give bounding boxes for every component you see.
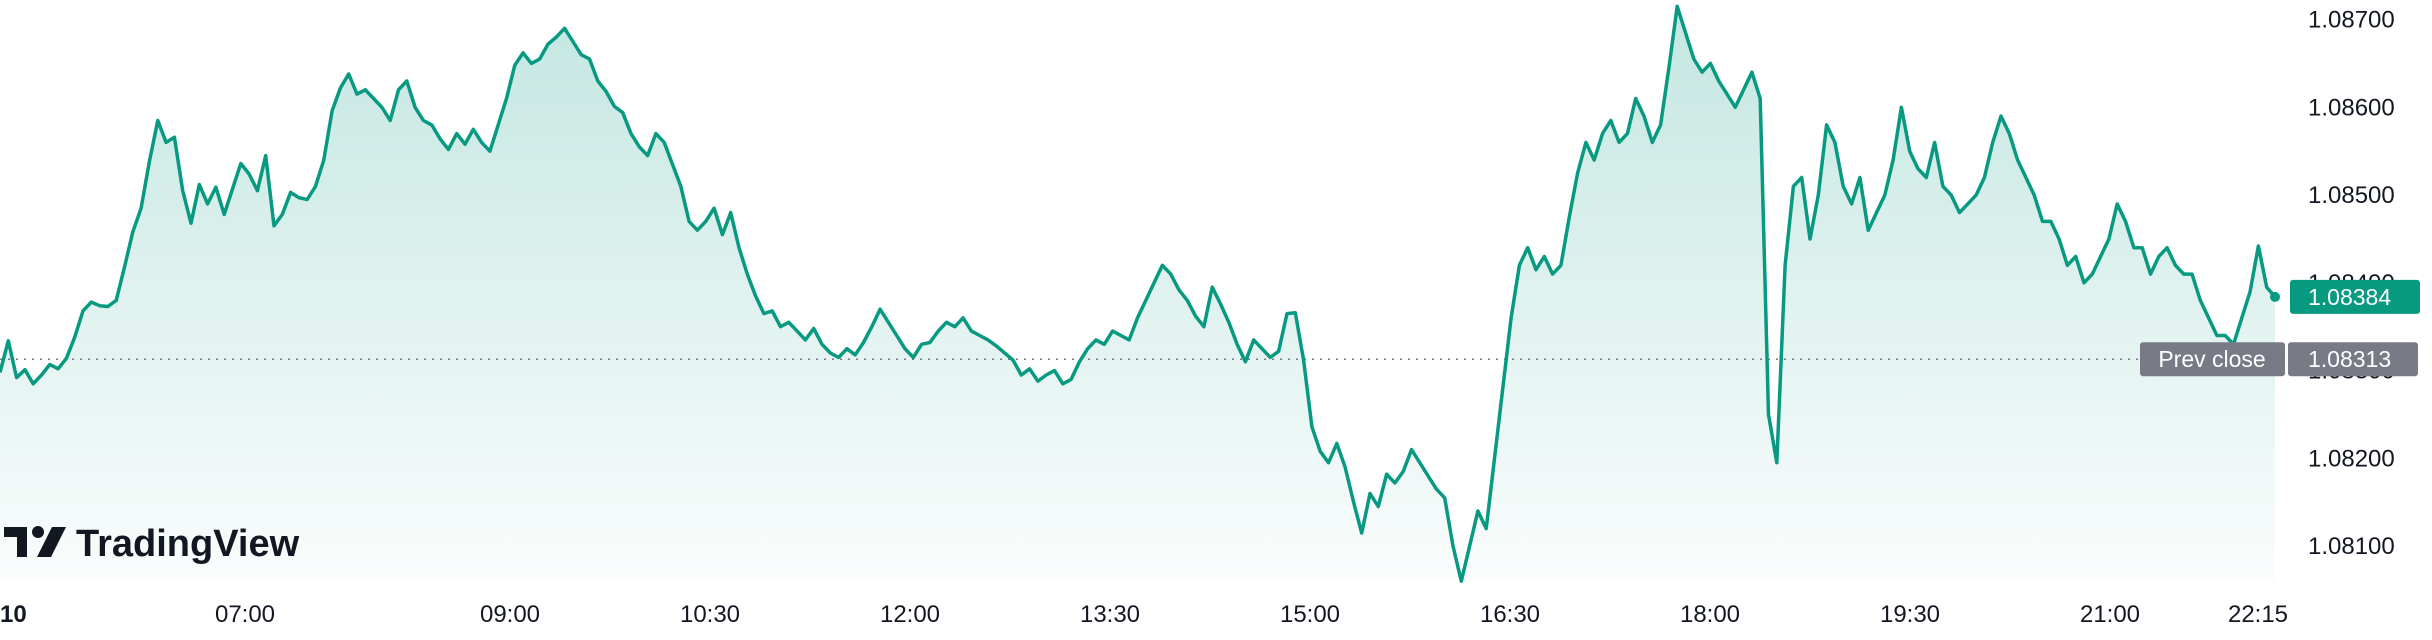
y-tick-label: 1.08200 (2308, 445, 2395, 472)
x-tick-label: 12:00 (880, 601, 940, 628)
y-tick-label: 1.08500 (2308, 182, 2395, 209)
x-tick-label: 21:00 (2080, 601, 2140, 628)
x-tick-label: 19:30 (1880, 601, 1940, 628)
x-tick-label: 10 (0, 601, 27, 628)
price-line (0, 4, 2277, 583)
last-price-value: 1.08384 (2308, 284, 2391, 310)
prev-close-value: 1.08313 (2308, 346, 2391, 372)
prev-close-badge: Prev close 1.08313 (2140, 342, 2418, 377)
last-price-point (2270, 291, 2280, 302)
x-tick-label: 22:15 (2228, 601, 2288, 628)
x-tick-label: 13:30 (1080, 601, 1140, 628)
y-tick-label: 1.08100 (2308, 533, 2395, 560)
y-tick-label: 1.08700 (2308, 7, 2395, 34)
x-tick-label: 15:00 (1280, 601, 1340, 628)
prev-close-label-bg (2140, 342, 2285, 377)
x-tick-label: 09:00 (480, 601, 540, 628)
x-tick-label: 10:30 (680, 601, 740, 628)
tradingview-logo[interactable]: TradingView (4, 523, 300, 565)
prev-close-value-bg (2288, 342, 2418, 377)
brand-name: TradingView (76, 523, 300, 565)
x-tick-label: 16:30 (1480, 601, 1540, 628)
last-price-badge: 1.08384 (2290, 279, 2420, 314)
last-price-bg (2290, 279, 2420, 314)
y-tick-label: 1.08600 (2308, 94, 2395, 121)
price-area-fill (0, 6, 2275, 582)
tv-mark-icon (4, 526, 66, 557)
x-tick-label: 07:00 (215, 601, 275, 628)
x-tick-label: 18:00 (1680, 601, 1740, 628)
prev-close-label: Prev close (2158, 346, 2265, 372)
